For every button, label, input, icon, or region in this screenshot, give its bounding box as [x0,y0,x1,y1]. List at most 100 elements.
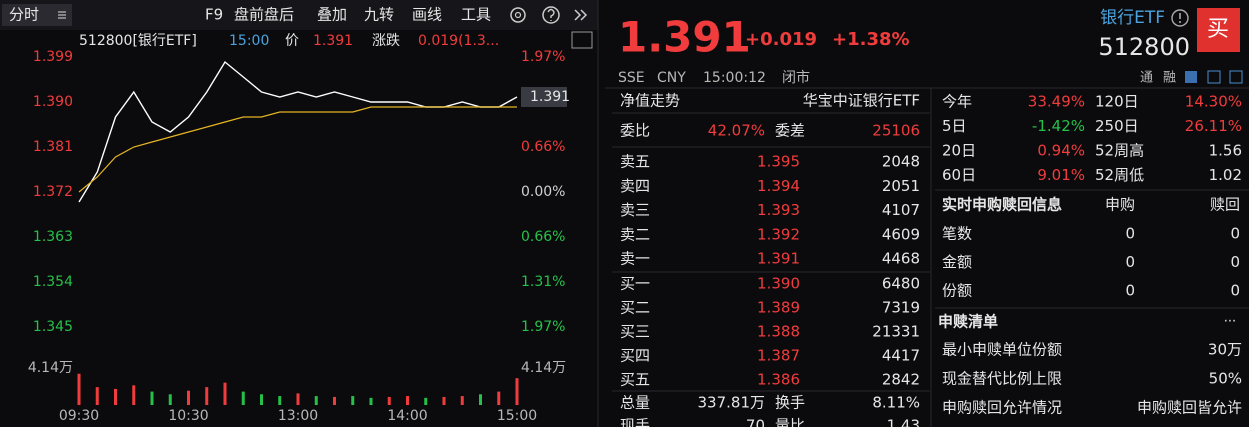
volume-bar [460,396,464,405]
y-tick-label: 1.390 [33,94,73,110]
volume-bar [132,385,136,405]
return-value: 0.94% [1037,142,1085,160]
x-tick-label: 15:00 [497,408,537,424]
info-icon[interactable] [1171,9,1189,27]
level-label: 买四 [620,347,650,365]
volume-bar [333,396,336,405]
volume-tick-label: 4.14万 [521,360,566,376]
y2-tick-label: 1.97% [521,49,565,65]
toolbar-item[interactable]: 工具 [461,6,491,24]
row-label: 最小申赎单位份额 [942,341,1062,359]
level-label: 买五 [620,371,650,389]
level-volume: 4468 [882,250,920,268]
section-title: 申赎清单 [938,313,998,331]
y-tick-label: 1.372 [33,184,73,200]
level-price: 1.389 [757,299,800,317]
period-menu-icon[interactable] [58,11,66,19]
quote-time: 15:00:12 [703,70,766,86]
return-value: 1.56 [1209,142,1242,160]
more-button[interactable]: ··· [1224,315,1236,330]
chart-header-price-label: 价 [285,33,299,49]
volume-tick-label: 4.14万 [28,360,73,376]
return-value: 26.11% [1185,117,1242,135]
return-value: 1.02 [1209,166,1242,184]
y-tick-label: 1.363 [33,229,73,245]
level-price: 1.393 [757,201,800,219]
period-button[interactable] [2,4,72,26]
volume-bar [260,394,263,405]
volume-bar [95,387,99,405]
ratio-label: 委比 [620,122,650,140]
level-volume: 4107 [882,201,920,219]
toolbar-item[interactable]: 盘前盘后 [234,6,294,24]
order-book-tab: 华宝中证银行ETF [803,92,920,110]
quote-currency: CNY [657,70,686,86]
volume-bar [278,396,282,405]
level-volume: 2048 [882,153,920,171]
row-label: 申购赎回允许情况 [942,399,1062,417]
summary-label: 现手 [620,417,650,427]
settings-icon[interactable] [510,7,526,23]
toolbar-item[interactable]: 画线 [412,6,442,24]
chart-header-time: 15:00 [229,33,269,49]
y-tick-label: 1.345 [33,319,73,335]
average-line [78,106,517,193]
share-icon[interactable] [1229,70,1243,84]
toolbar-item[interactable]: 九转 [364,6,394,24]
return-label: 250日 [1095,117,1139,135]
period-label: 分时 [9,6,39,24]
buy-button[interactable] [1197,8,1240,52]
edit-icon[interactable] [1185,71,1197,83]
level-label: 卖二 [620,225,650,243]
level-label: 卖五 [620,153,650,171]
return-label: 20日 [942,142,976,160]
toolbar-item[interactable]: F9 [205,6,223,24]
quote-tag: 融 [1163,71,1176,86]
volume-bar [168,394,172,405]
volume-bar [515,378,519,405]
row-value: 50% [1209,370,1242,388]
summary-value: 8.11% [872,394,920,412]
volume-bar [150,391,154,405]
volume-bar [205,387,209,405]
level-volume: 2051 [882,177,920,195]
row-label: 份额 [942,282,972,300]
level-price: 1.390 [757,275,800,293]
x-tick-label: 09:30 [59,408,99,424]
chart-header-code: 512800[银行ETF] [79,33,197,49]
diff-value: 25106 [872,122,920,140]
x-tick-label: 14:00 [387,408,427,424]
volume-bar [424,397,428,405]
row-value: 0 [1125,253,1135,271]
wp-icon[interactable] [571,31,593,49]
row-value: 0 [1125,282,1135,300]
row-value: 0 [1230,225,1240,243]
help-icon[interactable] [542,6,560,24]
volume-bar [406,396,409,405]
y2-tick-label: 1.31% [521,274,565,290]
toolbar-item[interactable]: 叠加 [317,6,347,24]
volume-bar [351,396,355,405]
level-label: 卖四 [620,177,650,195]
buy-button-label[interactable]: 买 [1207,17,1229,42]
diff-label: 委差 [775,122,805,140]
summary-label: 总量 [620,394,650,412]
volume-bar [369,397,373,405]
chart-header-change-label: 涨跌 [372,33,400,49]
quote-name: 银行ETF [1100,8,1165,28]
row-value: 0 [1230,282,1240,300]
row-value: 30万 [1208,341,1242,359]
level-price: 1.386 [757,371,800,389]
return-label: 120日 [1095,93,1139,111]
y2-tick-label: 0.66% [521,229,565,245]
quote-change: +0.019 [745,29,817,50]
volume-bar [241,391,245,405]
summary-value: 337.81万 [698,394,766,412]
level-label: 买二 [620,299,650,317]
alert-icon[interactable] [1207,70,1221,84]
expand-icon[interactable] [574,9,588,21]
last-price-label: 1.391 [530,89,570,105]
order-book-tab: 净值走势 [620,92,680,110]
level-price: 1.387 [757,347,800,365]
